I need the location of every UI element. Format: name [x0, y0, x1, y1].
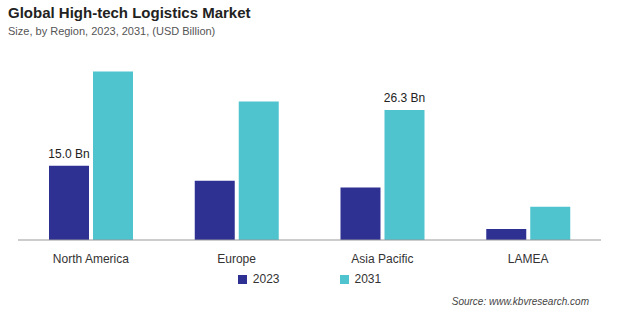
svg-text:26.3 Bn: 26.3 Bn — [384, 91, 425, 105]
html-text:2023: 2023 — [252, 272, 280, 286]
html-text:Size, by Region, 2023, 2031, (: Size, by Region, 2023, 2031, (USD Billio… — [8, 25, 216, 37]
svg-text:LAMEA: LAMEA — [508, 252, 549, 266]
html-text:2031: 2031 — [354, 272, 382, 286]
svg-text:Europe: Europe — [217, 252, 256, 266]
svg-text:15.0 Bn: 15.0 Bn — [48, 147, 89, 161]
svg-text:North America: North America — [53, 252, 129, 266]
html-text:Source: www.kbvresearch.com: Source: www.kbvresearch.com — [451, 296, 589, 307]
html-text:Global High-tech Logistics Mar: Global High-tech Logistics Market — [8, 4, 251, 21]
svg-text:Asia Pacific: Asia Pacific — [351, 252, 413, 266]
